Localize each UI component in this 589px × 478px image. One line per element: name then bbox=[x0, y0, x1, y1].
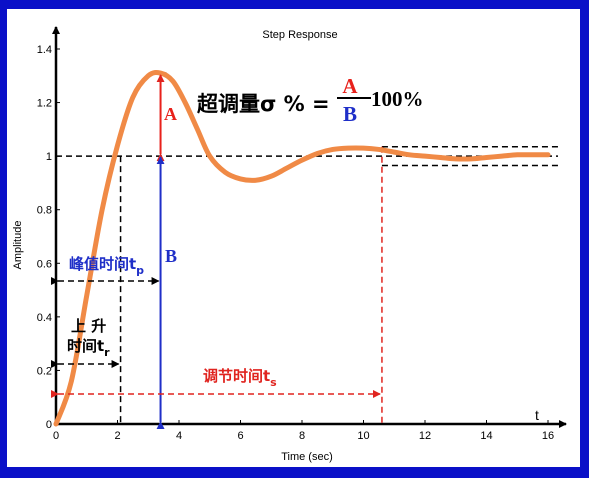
formula-suffix: 100% bbox=[371, 87, 424, 111]
y-tick-label: 0.8 bbox=[37, 205, 52, 217]
rise-time-label-line1: 上 升 bbox=[71, 317, 106, 335]
y-tick-label: 1.4 bbox=[37, 44, 52, 56]
x-tick-label: 0 bbox=[53, 430, 59, 442]
x-tick-label: 12 bbox=[419, 430, 431, 442]
t-axis-letter: t bbox=[535, 407, 539, 423]
y-tick-label: 0.2 bbox=[37, 365, 52, 377]
label-b: B bbox=[165, 246, 177, 266]
label-a: A bbox=[164, 104, 177, 124]
y-axis-label: Amplitude bbox=[12, 221, 24, 270]
x-tick-label: 4 bbox=[176, 430, 182, 442]
x-tick-label: 10 bbox=[357, 430, 369, 442]
x-tick-label: 6 bbox=[237, 430, 243, 442]
x-tick-label: 8 bbox=[299, 430, 305, 442]
overshoot-formula: 超调量σ % = bbox=[197, 92, 330, 116]
y-tick-label: 0 bbox=[46, 419, 52, 431]
y-tick-label: 1 bbox=[46, 151, 52, 163]
formula-numerator: A bbox=[342, 74, 358, 98]
rise-time-label-line2: 时间tr bbox=[67, 337, 110, 359]
chart-title: Step Response bbox=[262, 29, 337, 41]
y-tick-label: 1.2 bbox=[37, 98, 52, 110]
peak-time-label: 峰值时间tp bbox=[69, 255, 144, 277]
chart-panel: Step Response Time (sec) Amplitude t 0 2 4… bbox=[7, 9, 580, 467]
y-tick-label: 0.6 bbox=[37, 258, 52, 270]
step-response-curve bbox=[53, 70, 551, 427]
settling-time-label: 调节时间ts bbox=[203, 367, 277, 389]
x-tick-label: 16 bbox=[542, 430, 554, 442]
step-response-chart: Step Response Time (sec) Amplitude t 0 2 4… bbox=[12, 26, 567, 463]
x-tick-label: 2 bbox=[114, 430, 120, 442]
x-tick-label: 14 bbox=[480, 430, 492, 442]
y-tick-label: 0.4 bbox=[37, 312, 52, 324]
x-axis-label: Time (sec) bbox=[281, 451, 333, 463]
formula-denominator: B bbox=[343, 102, 357, 126]
